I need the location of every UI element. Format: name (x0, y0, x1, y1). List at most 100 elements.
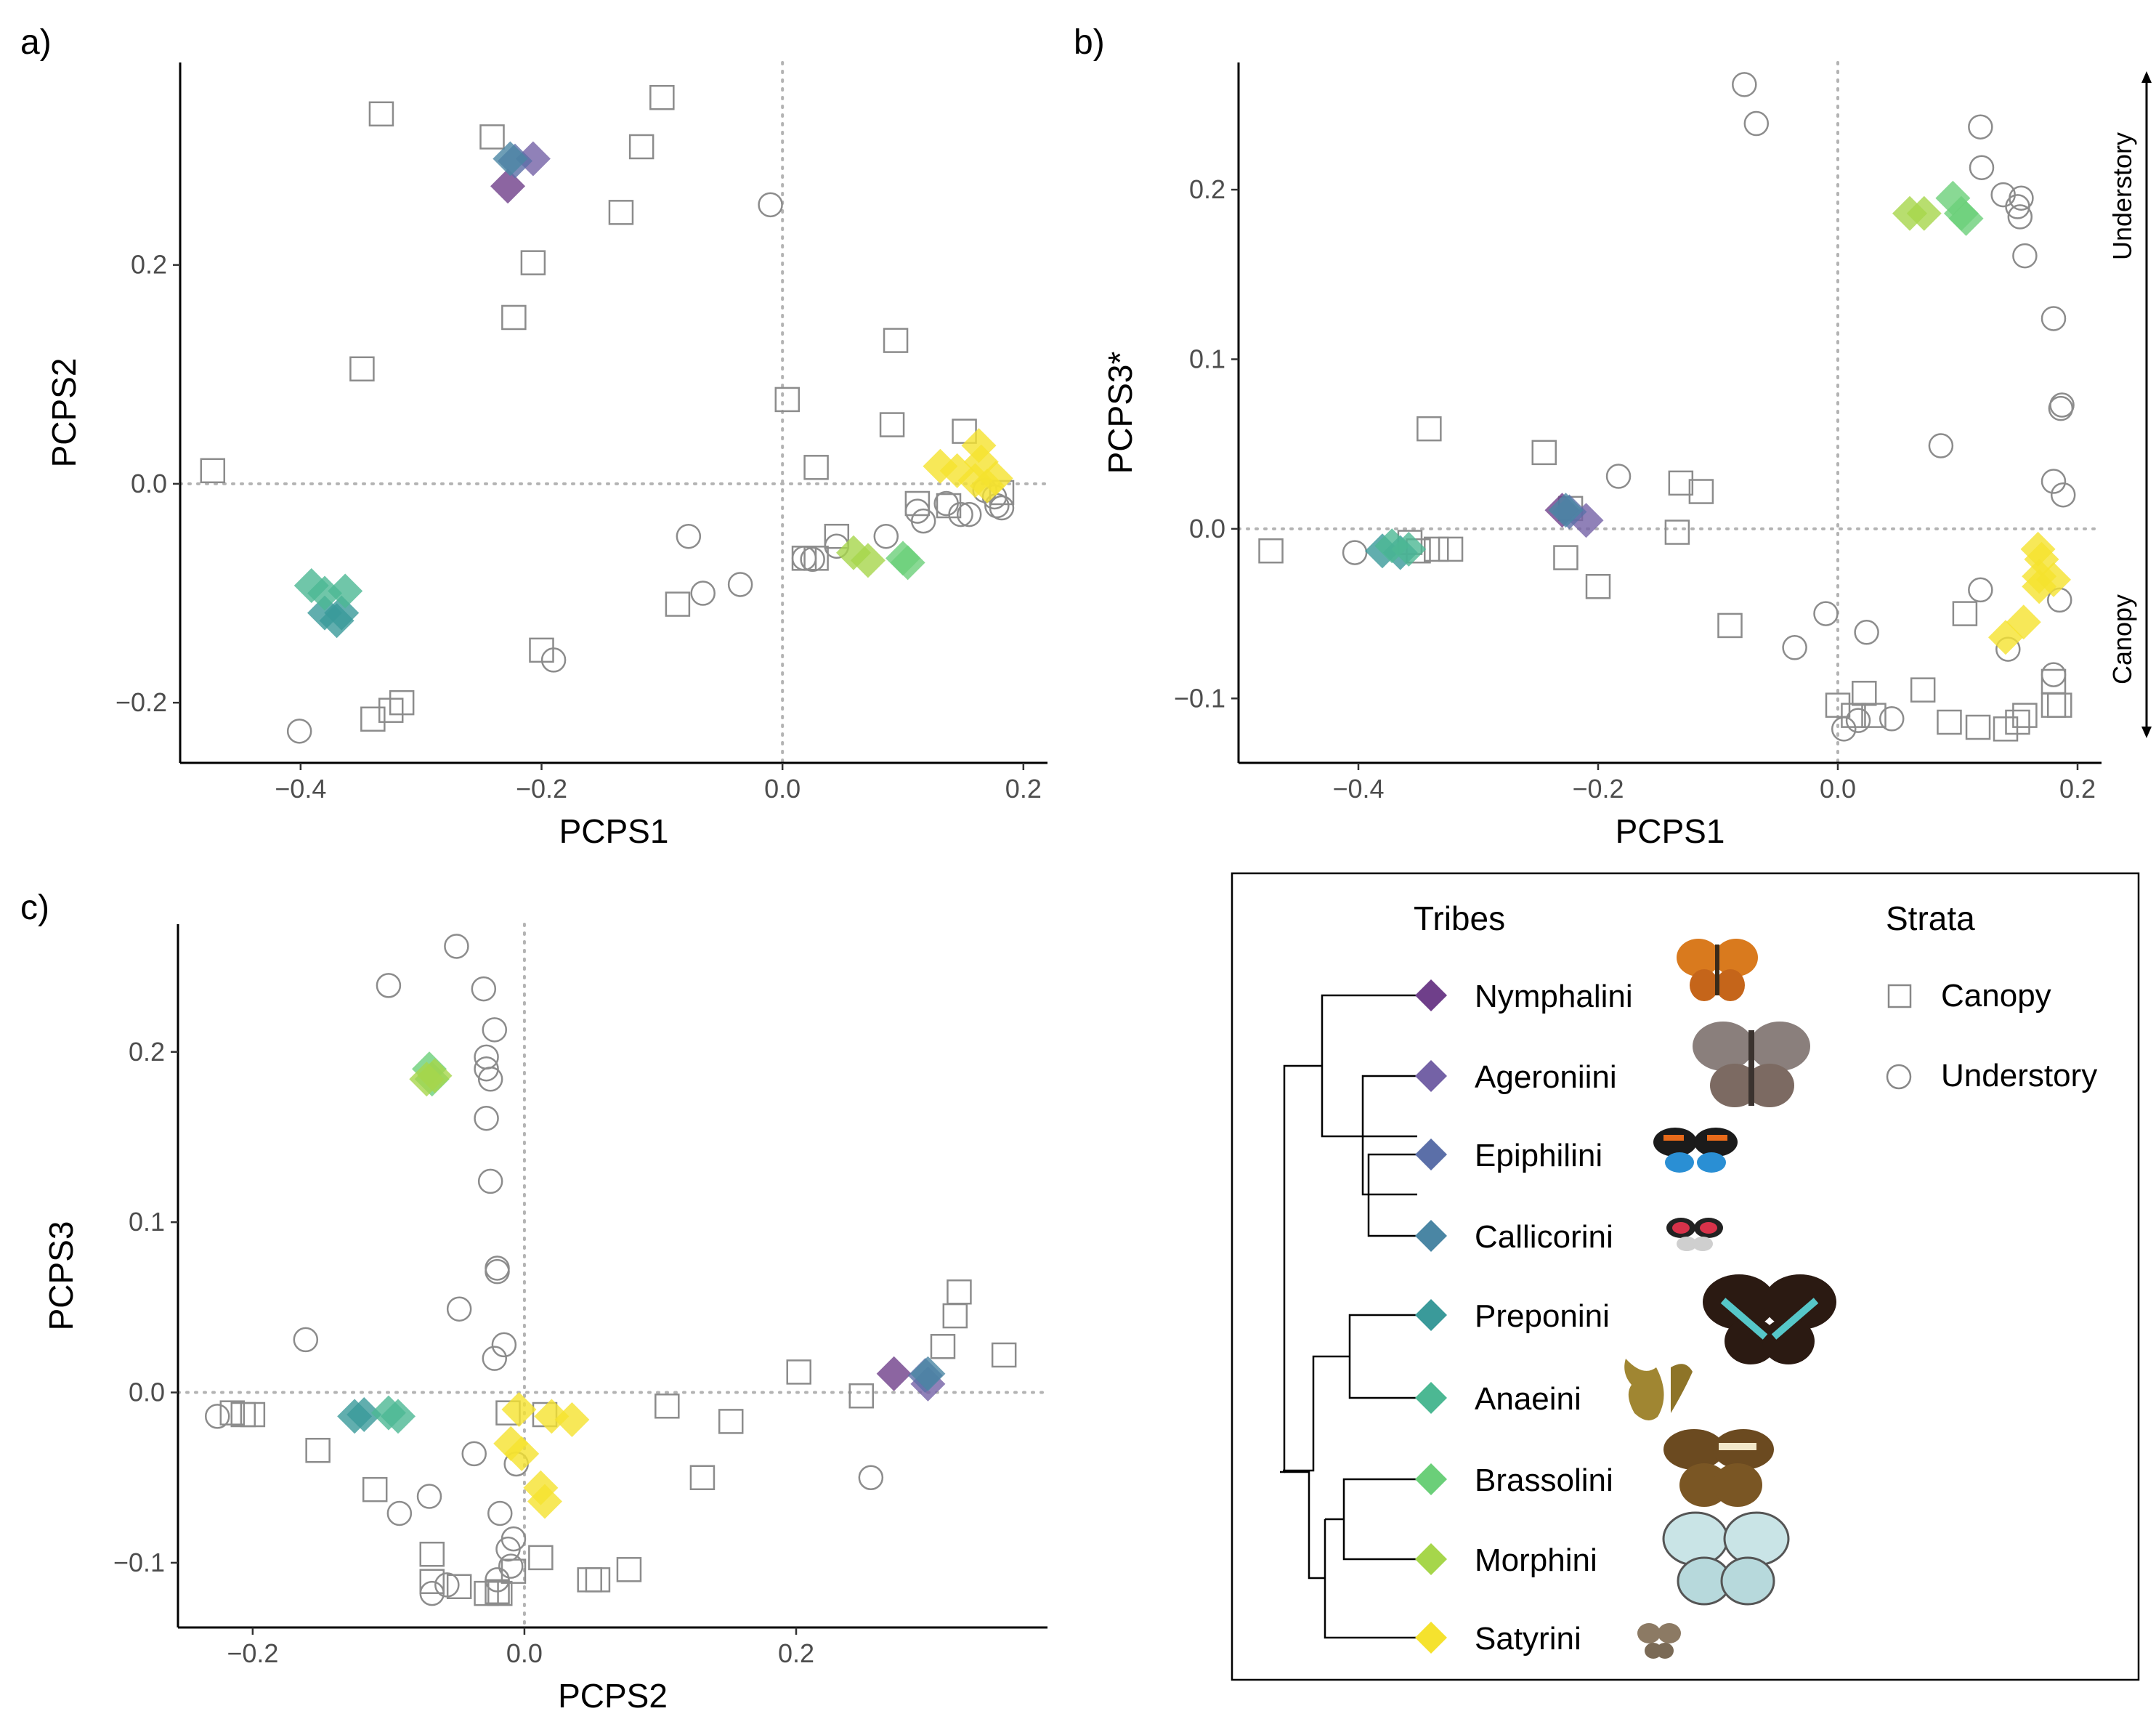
understory-circle-point (1831, 716, 1857, 742)
tribe-diamond-point-anaeini (1391, 531, 1427, 567)
scatter-panel-b: −0.4 −0.2 0.0 0.2 −0.1 0.0 0.1 0.2 PCPS1 PCPS3* (1101, 61, 2103, 850)
strata-arrow: Understory Canopy (2107, 71, 2152, 738)
y-tick-label: 0.0 (131, 469, 167, 498)
understory-circle-point (690, 581, 716, 606)
understory-circle-point (727, 572, 753, 597)
tribe-diamond-point-satyrini (978, 461, 1013, 496)
y-tick-label: 0.0 (129, 1378, 165, 1407)
x-tick-label: 0.2 (1005, 774, 1042, 804)
understory-circle-point (2040, 306, 2067, 331)
canopy-square-point (824, 523, 850, 549)
x-tick-label: 0.2 (778, 1638, 814, 1668)
canopy-square-point (1668, 470, 1694, 496)
y-tick-label: 0.1 (129, 1207, 165, 1237)
understory-circle-point (487, 1500, 513, 1526)
canopy-square-point (689, 1465, 716, 1490)
tribe-diamond-point-brassolini (1943, 195, 1979, 231)
y-axis-title: PCPS3 (42, 1221, 80, 1331)
canopy-square-point (1861, 703, 1886, 728)
canopy-square-point (349, 356, 375, 381)
canopy-square-point (419, 1541, 445, 1567)
x-tick-label: 0.0 (1820, 774, 1856, 804)
understory-circle-point (498, 1553, 524, 1579)
canopy-square-point (2047, 692, 2072, 718)
understory-circle-point (482, 1017, 508, 1043)
understory-circle-point (204, 1404, 230, 1429)
small-brown-satyr-photo (1637, 1623, 1681, 1659)
tribe-diamond-point-anaeini (328, 573, 363, 609)
understory-circle-point (1782, 635, 1807, 660)
canopy-square-point (1258, 538, 1284, 564)
tribe-label-anaeini: Anaeini (1475, 1381, 1581, 1417)
x-axis-title: PCPS1 (559, 812, 669, 850)
canopy-square-point (649, 84, 675, 110)
understory-circle-point (2050, 482, 2076, 508)
brown-white-butterfly-photo (1663, 1429, 1774, 1507)
understory-circle-point (989, 495, 1015, 521)
canopy-square-point (585, 1567, 611, 1593)
strata-label-canopy: Canopy (1941, 978, 2051, 1014)
arrow-up-icon (2141, 71, 2152, 83)
tribe-diamond-point-brassolini (890, 545, 925, 581)
blue-black-butterfly-photo (1703, 1274, 1836, 1364)
canopy-square-point (1910, 677, 1936, 703)
scatter-panel-c: −0.2 0.0 0.2 −0.1 0.0 0.1 0.2 PCPS2 PCPS3 (42, 923, 1049, 1715)
understory-circle-point (791, 546, 817, 571)
understory-circle-point (293, 1327, 319, 1353)
y-axis-title: PCPS2 (45, 358, 83, 468)
canopy-square-point (1852, 681, 1877, 706)
canopy-square-point (883, 328, 909, 353)
understory-circle-point (444, 934, 469, 959)
strata-legend-canopy: Canopy (1887, 978, 2051, 1014)
tribe-key-diamond-anaeini (1415, 1382, 1447, 1414)
tribe-diamond-point-callicorini (910, 1356, 946, 1391)
tribe-key-diamond-ageroniini (1415, 1060, 1447, 1092)
understory-circle-point (2012, 243, 2038, 269)
canopy-square-point (419, 1569, 445, 1594)
tribe-label-preponini: Preponini (1475, 1298, 1610, 1334)
strata-legend-understory: Understory (1886, 1058, 2097, 1093)
x-tick-label: −0.2 (1572, 774, 1624, 804)
canopy-square-point (628, 134, 654, 160)
understory-circle-point (2040, 662, 2067, 687)
y-axis-title: PCPS3* (1101, 352, 1139, 474)
canopy-square-point (1585, 573, 1611, 599)
canopy-square-point (389, 689, 415, 716)
legend: Tribes Strata Nymphalini Ageroniini Epiphi… (1231, 872, 2140, 1681)
tribe-diamond-point-satyrini (2036, 562, 2071, 597)
understory-circle-point (800, 546, 825, 573)
square-marker-icon (1887, 984, 1912, 1008)
tribe-key-diamond-brassolini (1415, 1463, 1447, 1495)
canopy-square-point (479, 124, 505, 150)
canopy-square-point (528, 1545, 554, 1571)
canopy-square-point (368, 101, 394, 127)
canopy-square-point (1952, 601, 1978, 626)
tribe-diamond-point-satyrini (527, 1484, 562, 1519)
tribe-label-epiphilini: Epiphilini (1475, 1138, 1602, 1173)
understory-circle-point (1968, 114, 1993, 139)
understory-circle-point (376, 973, 402, 998)
canopy-square-point (1531, 440, 1557, 466)
patterned-grey-butterfly-photo (1693, 1022, 1810, 1107)
circle-marker-icon (1886, 1064, 1912, 1090)
canopy-square-point (803, 455, 829, 480)
canopy-square-point (1965, 714, 1991, 740)
understory-circle-point (758, 192, 783, 218)
understory-circle-point (2007, 204, 2033, 230)
tribe-key-diamond-callicorini (1415, 1220, 1447, 1252)
x-axis-title: PCPS1 (1616, 812, 1725, 850)
canopy-square-point (718, 1409, 744, 1434)
canopy-square-point (665, 591, 691, 617)
canopy-square-point (200, 458, 226, 484)
understory-circle-point (676, 523, 702, 549)
x-axis-title: PCPS2 (558, 1677, 668, 1715)
canopy-square-point (577, 1567, 602, 1593)
understory-circle-point (910, 508, 936, 534)
tribe-diamond-point-morphini (409, 1061, 445, 1097)
tribe-label-satyrini: Satyrini (1475, 1621, 1581, 1657)
canopy-square-point (1553, 545, 1578, 570)
tribe-key-diamond-nymphalini (1415, 979, 1447, 1011)
canopy-square-point (240, 1402, 266, 1428)
understory-circle-point (1879, 706, 1905, 732)
understory-circle-point (471, 976, 497, 1002)
